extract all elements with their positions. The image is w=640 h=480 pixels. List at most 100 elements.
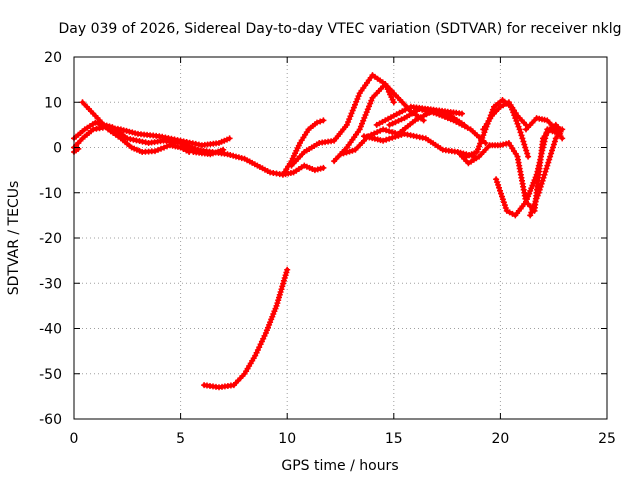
series-track-7: [288, 72, 397, 169]
data-point: [186, 143, 193, 150]
data-point: [123, 127, 130, 134]
y-tick-label: 0: [53, 141, 62, 157]
data-point: [277, 289, 284, 295]
data-point: [279, 283, 286, 290]
data-point: [517, 129, 524, 136]
data-point: [532, 174, 539, 181]
series-track-6: [279, 117, 327, 178]
data-point: [494, 179, 501, 186]
data-point: [281, 275, 288, 281]
data-point: [276, 294, 282, 301]
data-point: [235, 154, 242, 161]
data-point: [493, 176, 500, 183]
data-point: [368, 97, 375, 104]
data-point: [499, 193, 505, 200]
data-point: [524, 150, 531, 157]
data-point: [535, 189, 542, 196]
data-point: [416, 106, 423, 112]
data-point: [383, 127, 390, 134]
series-track-18: [527, 126, 566, 219]
data-point: [522, 144, 529, 151]
data-point: [545, 159, 552, 166]
data-point: [540, 174, 547, 181]
data-point: [527, 212, 534, 219]
data-point: [548, 150, 555, 157]
data-point: [395, 132, 402, 139]
chart-title: Day 039 of 2026, Sidereal Day-to-day VTE…: [59, 21, 622, 37]
x-axis-label: GPS time / hours: [281, 458, 398, 474]
data-point: [499, 196, 506, 203]
data-point: [430, 109, 437, 116]
series-track-19: [201, 266, 291, 391]
data-point: [350, 104, 357, 111]
data-point: [514, 120, 521, 127]
data-point: [267, 319, 274, 326]
data-point: [284, 266, 291, 273]
data-point: [546, 156, 553, 163]
data-point: [389, 134, 396, 141]
data-point: [346, 148, 353, 155]
data-point: [357, 123, 364, 130]
series-track-15: [480, 99, 529, 133]
data-point: [152, 148, 158, 155]
data-point: [551, 138, 558, 145]
data-point: [230, 152, 237, 159]
y-tick-label: -40: [39, 322, 62, 338]
data-point: [348, 110, 355, 117]
data-point: [523, 147, 530, 154]
data-point: [345, 119, 352, 125]
x-tick-label: 0: [70, 431, 79, 447]
data-point: [355, 93, 362, 100]
data-point: [337, 151, 344, 158]
data-point: [386, 135, 393, 142]
y-axis-label: SDTVAR / TECUs: [6, 181, 22, 296]
data-point: [180, 141, 187, 148]
data-point: [343, 149, 350, 156]
data-point: [559, 135, 566, 142]
data-point: [155, 146, 161, 153]
data-point: [542, 168, 549, 175]
x-tick-label: 10: [278, 431, 296, 447]
data-point: [346, 116, 353, 123]
data-point: [352, 101, 358, 108]
data-point: [191, 145, 198, 152]
data-point: [550, 141, 557, 148]
data-point: [275, 297, 282, 304]
data-point: [534, 192, 541, 199]
data-point: [439, 112, 446, 119]
data-point: [433, 110, 440, 117]
data-point: [360, 117, 367, 124]
data-point: [364, 106, 371, 113]
data-point: [340, 150, 347, 157]
x-tick-label: 20: [491, 431, 509, 447]
data-point: [444, 115, 451, 122]
data-point: [158, 145, 164, 152]
data-point: [479, 134, 486, 141]
data-point: [519, 135, 526, 142]
y-tick-label: 20: [44, 50, 62, 66]
data-point: [502, 205, 509, 211]
data-point: [442, 114, 448, 120]
y-axis: -60 -50 -40 -30 -20 -10 0 10 20: [39, 50, 607, 428]
data-point: [227, 152, 234, 158]
x-tick-label: 5: [176, 431, 185, 447]
data-point: [447, 116, 454, 123]
data-point: [500, 199, 507, 206]
y-tick-label: 10: [44, 95, 62, 111]
data-point: [186, 149, 193, 155]
data-point: [521, 141, 528, 148]
data-point: [424, 108, 431, 115]
data-point: [398, 131, 405, 138]
data-point: [280, 280, 287, 287]
y-tick-label: -50: [39, 367, 62, 383]
series-track-3: [79, 99, 193, 155]
data-point: [477, 140, 484, 147]
data-point: [530, 203, 537, 210]
data-point: [164, 143, 170, 150]
series-track-5: [177, 140, 327, 178]
data-point: [314, 166, 321, 173]
y-tick-label: -60: [39, 412, 62, 428]
data-point: [459, 110, 465, 117]
